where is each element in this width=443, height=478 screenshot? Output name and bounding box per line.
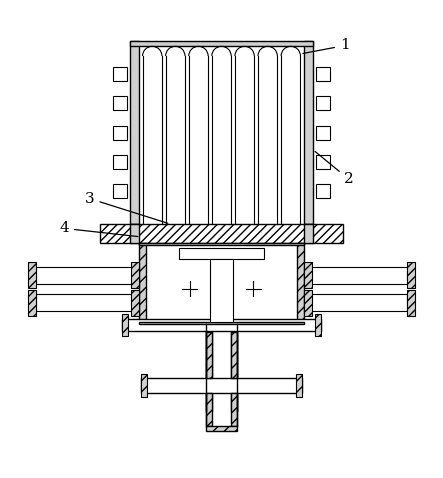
Polygon shape xyxy=(130,224,140,243)
Polygon shape xyxy=(304,267,408,283)
Polygon shape xyxy=(303,41,313,224)
Polygon shape xyxy=(206,426,237,431)
Polygon shape xyxy=(113,184,127,198)
Text: 3: 3 xyxy=(85,192,168,223)
Polygon shape xyxy=(130,41,313,46)
Polygon shape xyxy=(141,378,302,393)
Polygon shape xyxy=(100,224,343,243)
Polygon shape xyxy=(139,243,146,324)
Polygon shape xyxy=(121,314,128,336)
Polygon shape xyxy=(408,290,415,315)
Polygon shape xyxy=(315,314,322,336)
Polygon shape xyxy=(210,260,233,322)
Polygon shape xyxy=(131,262,139,288)
Polygon shape xyxy=(304,290,312,315)
Polygon shape xyxy=(113,126,127,140)
Polygon shape xyxy=(316,97,330,110)
Polygon shape xyxy=(121,318,322,331)
Polygon shape xyxy=(28,262,35,288)
Text: 1: 1 xyxy=(303,39,350,54)
Polygon shape xyxy=(139,243,304,245)
Polygon shape xyxy=(113,97,127,110)
Polygon shape xyxy=(212,324,231,411)
Polygon shape xyxy=(140,45,303,224)
Polygon shape xyxy=(303,224,313,243)
Polygon shape xyxy=(113,67,127,81)
Polygon shape xyxy=(316,126,330,140)
Polygon shape xyxy=(206,332,212,378)
Polygon shape xyxy=(297,243,304,324)
Polygon shape xyxy=(35,267,139,283)
Polygon shape xyxy=(316,67,330,81)
Polygon shape xyxy=(231,324,237,411)
Text: 4: 4 xyxy=(59,221,138,237)
Polygon shape xyxy=(130,41,140,224)
Polygon shape xyxy=(316,155,330,169)
Polygon shape xyxy=(304,262,312,288)
Polygon shape xyxy=(206,324,212,411)
Polygon shape xyxy=(408,262,415,288)
Polygon shape xyxy=(28,290,35,315)
Polygon shape xyxy=(231,332,237,378)
Polygon shape xyxy=(113,155,127,169)
Polygon shape xyxy=(212,332,231,378)
Polygon shape xyxy=(146,245,297,322)
Polygon shape xyxy=(206,393,212,426)
Polygon shape xyxy=(179,248,264,260)
Polygon shape xyxy=(131,290,139,315)
Polygon shape xyxy=(316,184,330,198)
Polygon shape xyxy=(231,393,237,426)
Text: 2: 2 xyxy=(315,152,354,186)
Polygon shape xyxy=(139,322,304,324)
Polygon shape xyxy=(35,294,139,311)
Polygon shape xyxy=(212,393,231,426)
Polygon shape xyxy=(296,374,302,397)
Polygon shape xyxy=(304,294,408,311)
Polygon shape xyxy=(141,374,147,397)
